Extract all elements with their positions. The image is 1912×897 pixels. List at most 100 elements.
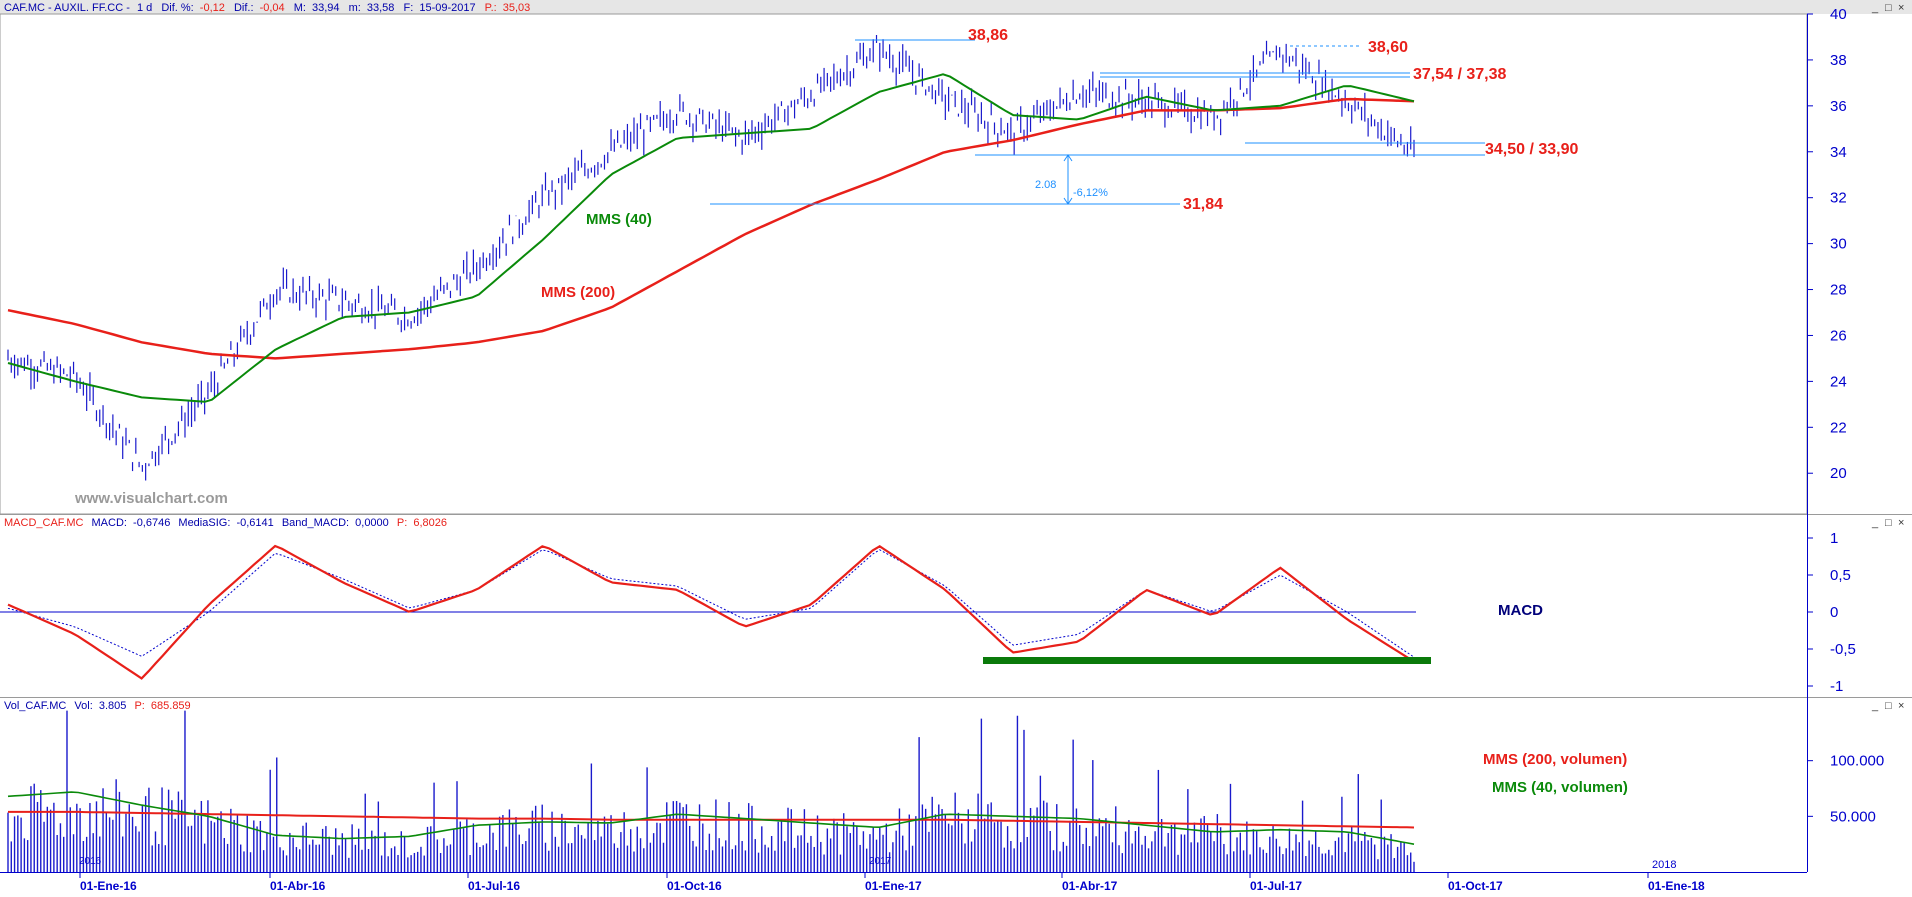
macd-tick-label: 0 [1830, 604, 1838, 621]
volume-ma200-line [8, 810, 1415, 829]
macd-header-p: 6,8026 [413, 517, 447, 529]
x-tick-label: 01-Ene-18 [1648, 879, 1705, 892]
volume-axis: 50.000 100.000 [1807, 753, 1884, 825]
macd-tick-label: 1 [1830, 530, 1838, 547]
price-tick-label: 24 [1830, 373, 1847, 390]
macd-restore-icon[interactable]: □ [1885, 517, 1892, 529]
year-2017: 2017 [869, 856, 892, 867]
volume-header-vol: 3.805 [99, 700, 127, 712]
header-min: 33,58 [367, 2, 395, 14]
ma200-line [7, 97, 1415, 360]
macd-tick-label: -0,5 [1830, 641, 1856, 658]
price-tick-label: 20 [1830, 465, 1847, 482]
year-2018: 2018 [1652, 859, 1676, 871]
price-axis: 20 22 24 26 28 30 32 34 36 38 40 [1807, 6, 1847, 482]
price-tick-label: 22 [1830, 419, 1847, 436]
macd-label: MACD [1498, 602, 1543, 619]
price-window-controls[interactable]: _ □ × [1871, 2, 1904, 14]
volume-restore-icon[interactable]: □ [1885, 700, 1892, 712]
volume-ma40-label: MMS (40, volumen) [1492, 779, 1628, 796]
macd-signal-line [7, 549, 1415, 658]
x-tick-label: 01-Oct-17 [1448, 879, 1503, 892]
volume-close-icon[interactable]: × [1898, 700, 1904, 712]
price-tick-label: 40 [1830, 6, 1847, 23]
volume-header: Vol_CAF.MC Vol: 3.805 P: 685.859 [4, 700, 191, 712]
high-2-label: 38,60 [1368, 39, 1408, 56]
macd-axis: -1 -0,5 0 0,5 1 [1807, 530, 1856, 695]
macd-support-band [983, 657, 1431, 664]
macd-header-band: 0,0000 [355, 517, 389, 529]
price-tick-label: 28 [1830, 282, 1847, 299]
gap-arrow-heads [1063, 154, 1073, 205]
header-bar [0, 0, 1912, 14]
volume-ma40-line [7, 791, 1415, 845]
header-dif-pct-label: Dif. %: [161, 2, 193, 14]
macd-header-name: MACD_CAF.MC [4, 517, 84, 529]
gap-points-label: 2.08 [1035, 179, 1056, 191]
volume-ma200-label: MMS (200, volumen) [1483, 751, 1627, 768]
minimize-icon[interactable]: _ [1871, 2, 1879, 14]
macd-header: MACD_CAF.MC MACD: -0,6746 MediaSIG: -0,6… [4, 517, 447, 529]
header-dif-pct: -0,12 [200, 2, 225, 14]
header-symbol: CAF.MC - AUXIL. FF.CC - [4, 2, 130, 14]
price-tick-label: 36 [1830, 98, 1847, 115]
macd-minimize-icon[interactable]: _ [1871, 517, 1879, 529]
x-tick-label: 01-Ene-17 [865, 879, 922, 892]
candles [7, 34, 1415, 481]
x-tick-label: 01-Oct-16 [667, 879, 722, 892]
header-period: 1 d [137, 2, 152, 14]
restore-icon[interactable]: □ [1885, 2, 1892, 14]
macd-tick-label: -1 [1830, 678, 1843, 695]
x-tick-label: 01-Abr-17 [1062, 879, 1118, 892]
price-tick-label: 38 [1830, 52, 1847, 69]
macd-header-sig: -0,6141 [236, 517, 273, 529]
panel-divider-1 [0, 514, 1912, 515]
year-2016: 2016 [79, 856, 102, 867]
resistance-label: 37,54 / 37,38 [1413, 66, 1507, 83]
ma200-label: MMS (200) [541, 284, 615, 301]
header-dif: -0,04 [260, 2, 285, 14]
volume-tick-label: 100.000 [1830, 753, 1884, 770]
macd-header-p-label: P: [397, 517, 407, 529]
volume-bars [7, 710, 1415, 872]
x-axis: 01-Ene-16 01-Abr-16 01-Jul-16 01-Oct-16 01-E… [79, 872, 1705, 893]
header-dif-label: Dif.: [234, 2, 254, 14]
low-label: 31,84 [1183, 196, 1223, 213]
close-icon[interactable]: × [1898, 2, 1904, 14]
price-tick-label: 32 [1830, 190, 1847, 207]
ma40-line [7, 73, 1415, 403]
header-text: CAF.MC - AUXIL. FF.CC - 1 d Dif. %: -0,1… [4, 2, 530, 14]
header-max-label: M: [294, 2, 306, 14]
price-tick-label: 30 [1830, 236, 1847, 253]
volume-header-vol-label: Vol: [74, 700, 92, 712]
header-date-label: F: [403, 2, 413, 14]
header-max: 33,94 [312, 2, 340, 14]
macd-header-macd: -0,6746 [133, 517, 170, 529]
volume-header-p-label: P: [134, 700, 144, 712]
support-label: 34,50 / 33,90 [1485, 141, 1579, 158]
volume-minimize-icon[interactable]: _ [1871, 700, 1879, 712]
high-1-label: 38,86 [968, 27, 1008, 44]
macd-line [7, 544, 1415, 680]
header-price: 35,03 [503, 2, 531, 14]
macd-header-macd-label: MACD: [92, 517, 127, 529]
header-min-label: m: [349, 2, 361, 14]
trend-lines [710, 39, 1485, 205]
panel-divider-2 [0, 697, 1912, 698]
x-axis-line [0, 872, 1807, 873]
price-tick-label: 26 [1830, 327, 1847, 344]
volume-tick-label: 50.000 [1830, 808, 1876, 825]
macd-header-band-label: Band_MACD: [282, 517, 349, 529]
ma40-label: MMS (40) [586, 211, 652, 228]
volume-window-controls[interactable]: _ □ × [1871, 700, 1904, 712]
x-tick-label: 01-Jul-16 [468, 879, 520, 892]
x-tick-label: 01-Ene-16 [80, 879, 137, 892]
gap-pct-label: -6,12% [1073, 187, 1108, 199]
y-axis-line [1807, 14, 1808, 872]
macd-window-controls[interactable]: _ □ × [1871, 517, 1904, 529]
macd-tick-label: 0,5 [1830, 567, 1851, 584]
volume-header-p: 685.859 [151, 700, 191, 712]
price-tick-label: 34 [1830, 144, 1847, 161]
macd-close-icon[interactable]: × [1898, 517, 1904, 529]
